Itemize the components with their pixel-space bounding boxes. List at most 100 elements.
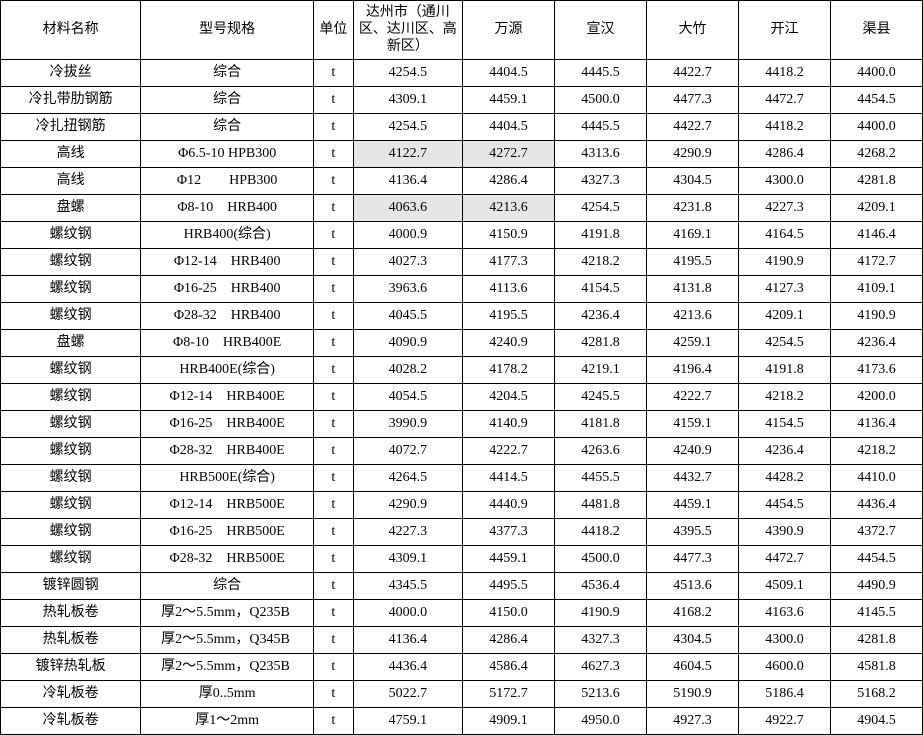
table-cell: 4259.1 xyxy=(647,330,739,357)
table-cell: 4177.3 xyxy=(463,249,555,276)
table-cell: t xyxy=(314,303,353,330)
table-cell: 4290.9 xyxy=(647,141,739,168)
table-cell: 厚1～2mm xyxy=(141,708,314,735)
table-cell: 冷轧板卷 xyxy=(1,681,141,708)
table-cell: 4191.8 xyxy=(738,357,830,384)
table-cell: 热轧板卷 xyxy=(1,627,141,654)
table-cell: 4404.5 xyxy=(463,60,555,87)
table-cell: 冷轧板卷 xyxy=(1,708,141,735)
table-row: 螺纹钢Φ16-25 HRB400Et3990.94140.94181.84159… xyxy=(1,411,923,438)
table-cell: 4045.5 xyxy=(353,303,463,330)
table-row: 螺纹钢HRB400E(综合)t4028.24178.24219.14196.44… xyxy=(1,357,923,384)
table-cell: 4191.8 xyxy=(555,222,647,249)
table-cell: 4213.6 xyxy=(647,303,739,330)
table-cell: 综合 xyxy=(141,87,314,114)
table-cell: 4227.3 xyxy=(738,195,830,222)
table-cell: t xyxy=(314,330,353,357)
table-cell: 4090.9 xyxy=(353,330,463,357)
table-cell: 4219.1 xyxy=(555,357,647,384)
table-cell: t xyxy=(314,600,353,627)
table-cell: 4459.1 xyxy=(463,546,555,573)
col-header-material: 材料名称 xyxy=(1,1,141,60)
table-cell: 4395.5 xyxy=(647,519,739,546)
col-header-unit: 单位 xyxy=(314,1,353,60)
table-cell: Φ8-10 HRB400 xyxy=(141,195,314,222)
table-cell: 4109.1 xyxy=(830,276,922,303)
table-cell: 4490.9 xyxy=(830,573,922,600)
table-cell: 4372.7 xyxy=(830,519,922,546)
table-cell: 3963.6 xyxy=(353,276,463,303)
table-cell: 4586.4 xyxy=(463,654,555,681)
table-cell: 4227.3 xyxy=(353,519,463,546)
table-cell: 4159.1 xyxy=(647,411,739,438)
table-cell: 4922.7 xyxy=(738,708,830,735)
table-cell: 5190.9 xyxy=(647,681,739,708)
table-cell: t xyxy=(314,708,353,735)
table-cell: 4472.7 xyxy=(738,87,830,114)
table-cell: 4213.6 xyxy=(463,195,555,222)
table-cell: 4455.5 xyxy=(555,465,647,492)
table-cell: 4281.8 xyxy=(830,627,922,654)
table-cell: t xyxy=(314,222,353,249)
table-cell: 综合 xyxy=(141,573,314,600)
table-cell: 4222.7 xyxy=(463,438,555,465)
table-cell: 4236.4 xyxy=(555,303,647,330)
table-cell: t xyxy=(314,384,353,411)
table-cell: 4054.5 xyxy=(353,384,463,411)
table-cell: 4173.6 xyxy=(830,357,922,384)
table-cell: 4418.2 xyxy=(738,114,830,141)
table-cell: 4313.6 xyxy=(555,141,647,168)
table-cell: 冷扎带肋钢筋 xyxy=(1,87,141,114)
table-cell: 4281.8 xyxy=(830,168,922,195)
table-cell: t xyxy=(314,519,353,546)
table-cell: 4268.2 xyxy=(830,141,922,168)
table-cell: 4345.5 xyxy=(353,573,463,600)
table-cell: 4222.7 xyxy=(647,384,739,411)
table-cell: 4377.3 xyxy=(463,519,555,546)
table-cell: 4536.4 xyxy=(555,573,647,600)
table-cell: t xyxy=(314,114,353,141)
table-row: 螺纹钢Φ16-25 HRB400t3963.64113.64154.54131.… xyxy=(1,276,923,303)
table-cell: 4327.3 xyxy=(555,627,647,654)
table-cell: 4000.9 xyxy=(353,222,463,249)
table-cell: 4272.7 xyxy=(463,141,555,168)
table-cell: 4190.9 xyxy=(830,303,922,330)
table-cell: Φ16-25 HRB500E xyxy=(141,519,314,546)
table-cell: 4327.3 xyxy=(555,168,647,195)
table-cell: 4263.6 xyxy=(555,438,647,465)
table-cell: 4418.2 xyxy=(738,60,830,87)
table-cell: Φ12 HPB300 xyxy=(141,168,314,195)
table-cell: 4286.4 xyxy=(738,141,830,168)
table-cell: 综合 xyxy=(141,114,314,141)
table-cell: 螺纹钢 xyxy=(1,546,141,573)
table-cell: t xyxy=(314,573,353,600)
col-header-spec: 型号规格 xyxy=(141,1,314,60)
table-cell: 4172.7 xyxy=(830,249,922,276)
materials-price-table: 材料名称 型号规格 单位 达州市（通川区、达川区、高新区） 万源 宣汉 大竹 开… xyxy=(0,0,923,735)
table-row: 盘螺Φ8-10 HRB400Et4090.94240.94281.84259.1… xyxy=(1,330,923,357)
table-cell: 4236.4 xyxy=(830,330,922,357)
table-row: 镀锌热轧板厚2～5.5mm，Q235Bt4436.44586.44627.346… xyxy=(1,654,923,681)
table-cell: 4904.5 xyxy=(830,708,922,735)
table-cell: 4304.5 xyxy=(647,627,739,654)
table-cell: 4477.3 xyxy=(647,546,739,573)
table-cell: 4178.2 xyxy=(463,357,555,384)
table-cell: 4500.0 xyxy=(555,87,647,114)
table-cell: 4190.9 xyxy=(555,600,647,627)
table-cell: 4581.8 xyxy=(830,654,922,681)
table-cell: t xyxy=(314,168,353,195)
table-cell: 4477.3 xyxy=(647,87,739,114)
table-cell: 螺纹钢 xyxy=(1,357,141,384)
table-cell: t xyxy=(314,411,353,438)
table-cell: 4146.4 xyxy=(830,222,922,249)
table-cell: 4436.4 xyxy=(830,492,922,519)
table-cell: 4422.7 xyxy=(647,114,739,141)
col-header-xuanhan: 宣汉 xyxy=(555,1,647,60)
table-cell: 4440.9 xyxy=(463,492,555,519)
table-cell: 4136.4 xyxy=(353,627,463,654)
table-cell: 4168.2 xyxy=(647,600,739,627)
table-cell: 4627.3 xyxy=(555,654,647,681)
table-row: 螺纹钢Φ12-14 HRB500Et4290.94440.94481.84459… xyxy=(1,492,923,519)
table-cell: 4254.5 xyxy=(353,114,463,141)
table-cell: 4169.1 xyxy=(647,222,739,249)
